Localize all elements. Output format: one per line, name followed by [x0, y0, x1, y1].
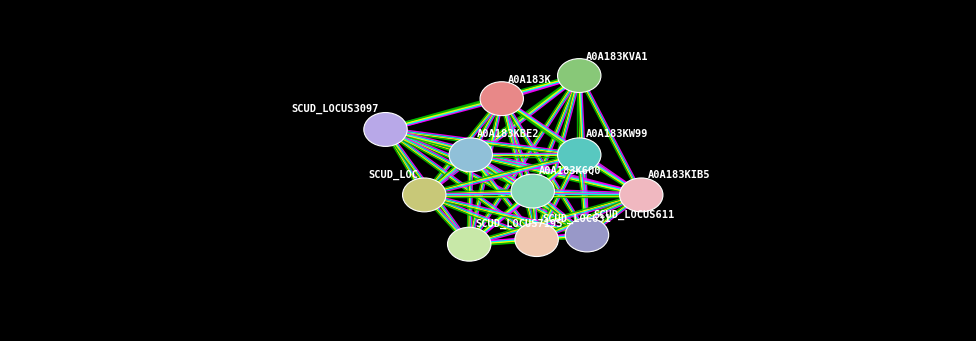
Text: A0A183KVA1: A0A183KVA1 [586, 52, 648, 62]
Text: A0A183KIB5: A0A183KIB5 [647, 169, 710, 179]
Ellipse shape [448, 227, 491, 261]
Text: SCUD_LOCUS611: SCUD_LOCUS611 [593, 209, 674, 220]
Ellipse shape [515, 223, 558, 256]
Text: A0A183K: A0A183K [508, 75, 551, 85]
Ellipse shape [402, 178, 446, 212]
Ellipse shape [557, 59, 601, 92]
Ellipse shape [364, 113, 407, 146]
Ellipse shape [565, 218, 609, 252]
Text: SCUD_LOC: SCUD_LOC [368, 169, 418, 179]
Text: SCUD_LOC631: SCUD_LOC631 [543, 214, 612, 224]
Text: A0A183KW99: A0A183KW99 [586, 130, 648, 139]
Ellipse shape [511, 174, 554, 208]
Text: A0A183KBE2: A0A183KBE2 [477, 130, 540, 139]
Ellipse shape [480, 82, 523, 116]
Text: A0A183K6Q0: A0A183K6Q0 [539, 166, 601, 176]
Text: SCUD_LOCUS7195: SCUD_LOCUS7195 [475, 219, 563, 229]
Text: SCUD_LOCUS3097: SCUD_LOCUS3097 [292, 104, 380, 114]
Ellipse shape [449, 138, 493, 172]
Ellipse shape [620, 178, 663, 212]
Ellipse shape [557, 138, 601, 172]
